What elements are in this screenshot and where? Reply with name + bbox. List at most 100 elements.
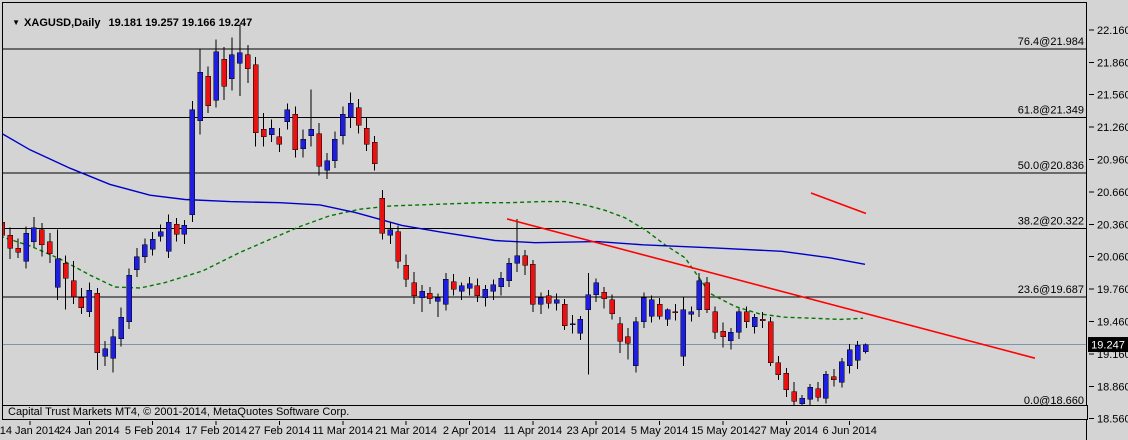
date-tick-label: 27 May 2014 (755, 425, 819, 437)
candle-bull (268, 127, 275, 135)
fib-level-label: 38.2@20.322 (1018, 215, 1084, 227)
fib-level-label: 0.0@18.660 (1024, 395, 1084, 407)
candle-bear (815, 388, 821, 398)
candle-bull (569, 323, 576, 326)
candle-bull (466, 283, 473, 289)
candle-bull (553, 299, 560, 304)
candle-bear (759, 319, 766, 321)
candle-bear (411, 282, 417, 296)
candle-bull (514, 255, 520, 264)
candle-bull (664, 309, 671, 320)
candle-bull (696, 280, 702, 310)
candle-bear (617, 323, 623, 342)
candle-bull (347, 103, 354, 118)
candle-bear (609, 299, 615, 315)
candle-bear (831, 376, 837, 381)
candle-bear (363, 127, 370, 145)
quote-ohlc-label: 19.181 19.257 19.166 19.247 (108, 17, 253, 29)
candle-bear (474, 285, 481, 296)
date-tick-label: 23 Apr 2014 (567, 425, 626, 437)
symbol-dropdown-icon[interactable]: ▼ (12, 18, 21, 27)
trendline[interactable] (506, 218, 1036, 359)
candle-bull (846, 349, 853, 367)
candle-bull (86, 289, 93, 313)
candle-bull (458, 285, 465, 292)
fib-level-label: 61.8@21.349 (1018, 105, 1084, 117)
candle-bear (767, 321, 774, 363)
candle-bull (585, 294, 592, 310)
price-scale[interactable]: 22.160 21.860 21.560 21.260 20.960 20.660 20.3… (1088, 25, 1128, 426)
candlestick-series (3, 24, 869, 405)
candle-bull (387, 229, 394, 236)
price-tick-label: 22.160 (1097, 25, 1128, 37)
candle-bear (3, 221, 5, 236)
candle-bull (165, 221, 172, 252)
candle-bear (427, 293, 433, 300)
candle-bull (197, 71, 203, 121)
candle-bull (340, 113, 346, 137)
candle-bear (252, 64, 259, 133)
candle-bear (47, 241, 53, 254)
candle-bull (213, 51, 219, 101)
candle-bull (680, 309, 687, 357)
candle-bear (379, 198, 386, 234)
candle-bull (149, 239, 156, 250)
price-tick-label: 20.960 (1097, 155, 1128, 167)
candle-bull (807, 387, 813, 400)
candle-bear (775, 362, 782, 375)
candle-bull (126, 274, 132, 322)
plot-border (2, 2, 1087, 406)
candle-bull (229, 54, 235, 79)
candle-bear (292, 113, 299, 151)
candle-bear (561, 303, 568, 327)
candle-bear (522, 255, 528, 266)
price-tick-label: 21.860 (1097, 57, 1128, 69)
candle-bear (39, 229, 45, 246)
fib-level-label: 76.4@21.984 (1018, 36, 1084, 48)
candle-bear (78, 297, 85, 308)
candle-bear (316, 133, 322, 167)
date-tick-label: 14 Jan 2014 (0, 425, 60, 437)
candle-bear (221, 58, 227, 87)
candle-bear (783, 373, 790, 390)
candle-bear (70, 280, 77, 297)
candle-bull (308, 129, 314, 137)
candle-bear (704, 282, 710, 310)
candle-bear (720, 330, 726, 337)
current-price-badge (1088, 337, 1128, 353)
candle-bear (7, 234, 13, 249)
date-tick-label: 11 Apr 2014 (504, 425, 563, 437)
candle-bull (482, 288, 489, 298)
candle-bull (157, 231, 164, 237)
candle-bull (648, 299, 655, 317)
fibonacci-retracement[interactable]: 76.4@21.984 61.8@21.349 50.0@20.836 38.2@20… (3, 36, 1086, 408)
candle-bear (530, 264, 536, 305)
candle-bull (641, 297, 647, 322)
candle-bull (633, 321, 639, 367)
candle-bull (688, 311, 695, 315)
price-tick-label: 19.760 (1097, 284, 1128, 296)
candle-bear (276, 136, 283, 145)
symbol-timeframe-label: XAGUSD,Daily (24, 17, 101, 29)
price-tick-label: 18.560 (1097, 414, 1128, 426)
copyright-bar: Capital Trust Markets MT4, © 2001-2014, … (2, 405, 1088, 420)
price-tick-label: 20.360 (1097, 219, 1128, 231)
trendline[interactable] (810, 192, 867, 215)
candle-bull (443, 279, 449, 305)
price-tick-label: 20.060 (1097, 252, 1128, 264)
date-tick-label: 15 May 2014 (691, 425, 755, 437)
moving-average-fast-dashed (3, 200, 864, 321)
candle-bear (245, 54, 251, 70)
candle-bull (142, 244, 148, 257)
candle-bull (839, 361, 845, 383)
candle-bull (736, 311, 742, 333)
candle-bull (823, 374, 829, 399)
date-tick-label: 5 May 2014 (631, 425, 688, 437)
chart-plot-area[interactable]: 76.4@21.984 61.8@21.349 50.0@20.836 38.2@20… (0, 24, 1086, 410)
candle-bull (300, 138, 306, 149)
price-tick-label: 19.460 (1097, 317, 1128, 329)
candle-bull (102, 348, 108, 357)
